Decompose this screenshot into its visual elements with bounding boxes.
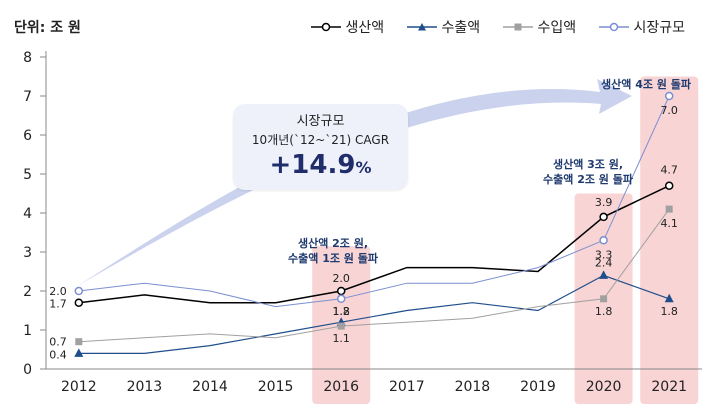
legend-label-export: 수출액 [441,20,481,36]
annotation-2020: 생산액 3조 원, 수출액 2조 원 돌파 [528,157,648,187]
point-production-2021 [664,181,674,190]
annotation-2020-line1: 생산액 3조 원, [552,158,624,171]
data-label-export-2012: 0.4 [49,348,67,361]
x-tick-label-2016: 2016 [323,379,359,395]
legend-label-import: 수입액 [537,20,577,36]
y-tick-label-7: 7 [23,89,32,105]
data-label-market-2012: 2.0 [49,285,67,298]
data-label-production-2021: 4.7 [660,164,678,177]
annotation-2016-line1: 생산액 2조 원, [297,237,369,250]
series-line-export [78,274,670,354]
y-tick-label-2: 2 [23,284,32,300]
legend-item-market: 시장규모 [599,17,685,37]
annotation-2021-line1: 생산액 4조 원 돌파 [601,78,691,91]
x-tick-label-2013: 2013 [127,379,163,395]
callout-value-suffix: % [355,158,372,177]
x-tick-label-2014: 2014 [192,379,228,395]
point-market-2021 [664,91,674,101]
data-label-production-2012: 1.7 [49,298,67,311]
legend-marker-market [599,22,629,32]
unit-label: 단위: 조 원 [14,20,81,36]
data-label-export-2021: 1.8 [660,305,678,318]
legend-marker-export [407,23,437,31]
y-tick-label-5: 5 [23,167,32,183]
data-label-export-2020: 2.4 [595,256,613,269]
annotation-2021: 생산액 4조 원 돌파 [586,77,706,92]
x-tick-label-2017: 2017 [389,379,425,395]
callout-title: 시장규모 [296,114,345,129]
point-export-2020 [599,270,609,279]
callout-value-number: +14.9 [269,150,356,180]
point-import-2012 [75,338,83,346]
growth-arrow [78,79,633,286]
x-tick-label-2018: 2018 [455,379,491,395]
point-import-2016 [337,322,345,330]
data-label-market-2020: 3.3 [595,248,613,261]
point-market-2020 [599,236,608,245]
highlight-band-2021 [640,76,699,404]
data-label-production-2020: 3.9 [595,196,613,209]
callout-value: +14.9% [233,150,408,180]
y-tick-label-3: 3 [23,245,32,261]
legend-marker-production [311,22,341,32]
legend-item-production: 생산액 [311,17,384,37]
y-tick-label-4: 4 [23,206,32,222]
y-tick-label-8: 8 [23,50,32,66]
x-tick-label-2019: 2019 [520,379,556,395]
y-tick-label-6: 6 [23,128,32,144]
point-production-2020 [599,212,608,222]
annotation-2016-line2: 수출액 1조 원 돌파 [288,252,378,265]
point-export-2012 [74,348,84,357]
point-market-2016 [336,294,346,304]
data-label-market-2016: 1.8 [332,305,350,318]
cagr-callout: 시장규모 10개년(`12~`21) CAGR +14.9% [233,104,408,190]
legend-label-market: 시장규모 [633,20,685,36]
legend-item-import: 수입액 [503,17,576,37]
point-import-2020 [600,295,608,303]
x-tick-label-2021: 2021 [651,379,687,395]
data-label-market-2021: 7.0 [660,104,678,117]
callout-subtitle: 10개년(`12~`21) CAGR [251,133,390,147]
point-export-2021 [664,293,674,303]
y-tick-label-1: 1 [23,323,32,339]
data-label-production-2016: 2.0 [332,272,350,285]
legend-item-export: 수출액 [407,17,480,37]
data-label-import-2021: 4.1 [660,217,678,230]
point-market-2012 [74,286,84,296]
x-tick-label-2015: 2015 [258,379,294,395]
series-line-market [78,95,670,308]
data-label-import-2012: 0.7 [49,336,67,349]
data-label-import-2020: 1.8 [595,305,613,318]
point-production-2012 [74,298,84,307]
x-tick-label-2012: 2012 [61,379,97,395]
legend: 생산액 수출액 수입액 시장규모 [0,17,712,37]
annotation-2016: 생산액 2조 원, 수출액 1조 원 돌파 [273,236,393,266]
legend-label-production: 생산액 [345,20,385,36]
data-label-import-2016: 1.1 [332,332,350,345]
data-label-export-2016: 1.2 [332,305,350,318]
annotation-2020-line2: 수출액 2조 원 돌파 [543,173,633,186]
series-line-production [78,185,670,304]
point-production-2016 [336,286,346,296]
point-import-2021 [665,205,673,213]
series-line-import [78,208,670,343]
x-tick-label-2020: 2020 [586,379,622,395]
y-tick-label-0: 0 [23,362,32,378]
legend-marker-import [503,23,533,31]
